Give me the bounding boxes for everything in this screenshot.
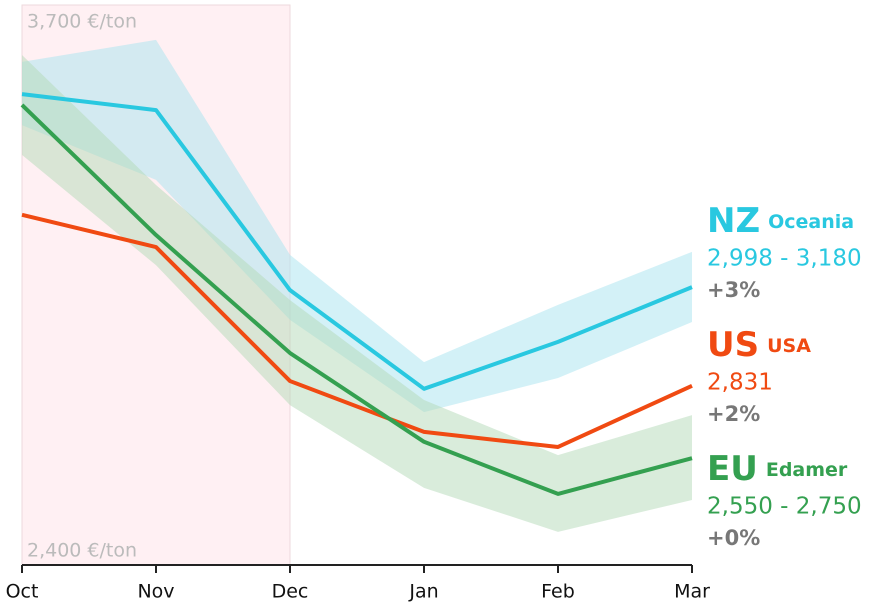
- series-subtitle: Oceania: [768, 211, 854, 233]
- line: [21, 212, 693, 449]
- band: [22, 54, 692, 532]
- x-tick-label: Mar: [674, 581, 710, 603]
- series-subtitle: Edamer: [766, 459, 848, 481]
- series-change: +3%: [707, 278, 760, 302]
- series-range: 2,550 - 2,750: [707, 494, 862, 520]
- series-change: +2%: [707, 402, 760, 426]
- x-tick-label: Jan: [408, 581, 438, 603]
- line: [21, 92, 693, 391]
- y-tick-label: 3,700 €/ton: [27, 11, 137, 33]
- series-label: US USA: [707, 325, 811, 365]
- x-tick-label: Feb: [541, 581, 575, 603]
- series-change: +0%: [707, 526, 760, 550]
- x-tick-label: Dec: [272, 581, 309, 603]
- series-range: 2,831: [707, 370, 773, 396]
- series-label: NZ Oceania: [707, 201, 854, 241]
- series-name: US: [707, 325, 759, 365]
- series-subtitle: USA: [767, 335, 811, 357]
- series-name: NZ: [707, 201, 760, 241]
- series-label: EU Edamer: [707, 449, 848, 489]
- x-tick-label: Nov: [137, 581, 174, 603]
- line: [20, 103, 693, 496]
- series-range: 2,998 - 3,180: [707, 246, 862, 272]
- series-name: EU: [707, 449, 758, 489]
- y-tick-label: 2,400 €/ton: [27, 540, 137, 562]
- x-tick-label: Oct: [6, 581, 39, 603]
- band: [22, 39, 692, 413]
